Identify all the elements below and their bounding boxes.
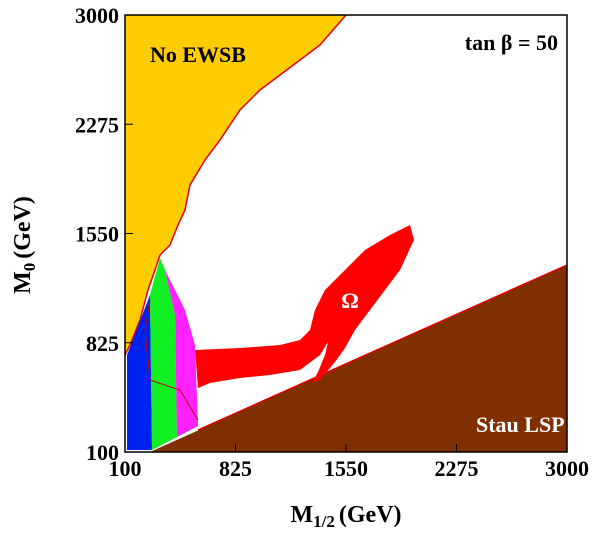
x-label-subscript: 1/2 <box>313 512 335 531</box>
y-tick-label: 825 <box>86 331 119 356</box>
annotation: Ω <box>341 288 359 313</box>
y-label-subscript: 0 <box>20 263 39 272</box>
no-ewsb-region <box>125 15 346 355</box>
x-tick-label: 1550 <box>324 456 368 481</box>
y-label-symbol: M <box>10 271 36 294</box>
omega-region <box>195 225 414 388</box>
x-axis-label: M1/2 (GeV) <box>290 502 401 531</box>
x-tick-label: 100 <box>109 456 142 481</box>
y-axis-label: M0 (GeV) <box>10 196 39 294</box>
x-tick-label: 3000 <box>545 456 589 481</box>
regions <box>124 14 568 452</box>
annotation: No EWSB <box>150 42 246 67</box>
y-tick-label: 100 <box>86 440 119 465</box>
x-tick-label: 2275 <box>435 456 479 481</box>
y-label-unit: (GeV) <box>10 196 36 259</box>
no-ewsb-boundary <box>124 14 347 356</box>
magenta-band <box>165 270 198 437</box>
stau-boundary <box>197 264 568 431</box>
x-label-symbol: M <box>290 502 313 528</box>
green-band <box>150 258 177 450</box>
y-tick-label: 2275 <box>75 112 119 137</box>
x-tick-label: 825 <box>219 456 252 481</box>
omega-outline <box>144 299 199 421</box>
y-tick-label: 1550 <box>75 222 119 247</box>
y-tick-label: 3000 <box>75 3 119 28</box>
x-label-unit: (GeV) <box>339 502 402 528</box>
annotation: Stau LSP <box>476 412 565 437</box>
annotation: tan β = 50 <box>465 30 558 55</box>
